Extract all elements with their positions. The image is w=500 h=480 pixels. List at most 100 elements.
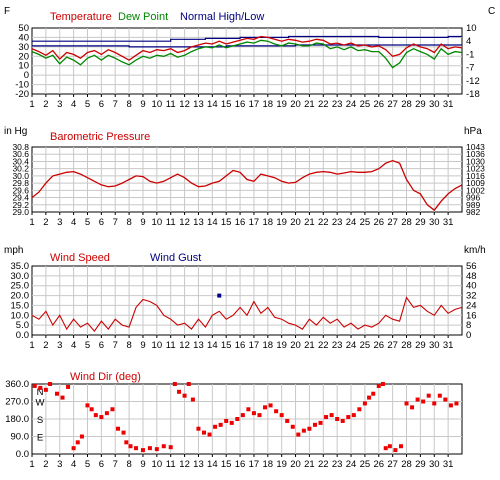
x-tick-label: 3: [57, 99, 62, 110]
x-tick-label: 25: [360, 217, 371, 228]
x-tick-label: 16: [235, 99, 246, 110]
wind-dir-point: [89, 407, 94, 412]
wind-dir-point: [172, 382, 177, 386]
wind-dir-point: [335, 417, 340, 421]
y-tick-left: 90.0: [11, 432, 30, 443]
x-tick-label: 31: [443, 459, 454, 470]
wind-dir-point: [168, 445, 173, 450]
x-tick-label: 5: [85, 217, 90, 228]
legend-temperature: Temperature: [50, 11, 112, 23]
y-tick-right: -18: [466, 89, 480, 100]
y-tick-left: -20: [15, 89, 29, 100]
y-tick-right: -7: [466, 63, 474, 74]
wind-dir-point: [75, 440, 80, 445]
y-tick-left: 180.0: [5, 414, 29, 425]
wind-dir-point: [312, 422, 317, 427]
wind-dir-point: [66, 384, 71, 389]
x-tick-label: 5: [85, 459, 90, 470]
x-tick-label: 8: [126, 459, 131, 470]
compass-label: E: [37, 433, 43, 444]
y-tick-left: 29.0: [12, 207, 29, 217]
x-tick-label: 21: [304, 99, 315, 110]
wind-dir-point: [224, 418, 229, 423]
x-tick-label: 23: [332, 340, 343, 351]
wind-dir-point: [32, 383, 37, 388]
wind-dir-point: [43, 387, 48, 392]
x-tick-label: 26: [373, 99, 384, 110]
wind-dir-point: [398, 444, 403, 449]
x-tick-label: 23: [332, 459, 343, 470]
y-tick-right: 32: [466, 291, 477, 302]
y-tick-left: 29.8: [12, 178, 29, 188]
y-tick-left: 30.0: [11, 271, 30, 282]
x-tick-label: 2: [43, 340, 48, 351]
x-tick-label: 11: [166, 340, 176, 351]
wind-dir-point: [367, 395, 372, 400]
x-tick-label: 16: [235, 340, 246, 351]
wind-dir-point: [202, 430, 206, 435]
y-tick-left: 25.0: [11, 281, 30, 292]
x-tick-label: 24: [346, 459, 357, 470]
x-tick-label: 6: [99, 459, 104, 470]
x-tick-label: 14: [207, 99, 218, 110]
y-tick-left: 30: [18, 42, 29, 53]
y-tick-left: 10: [18, 61, 29, 72]
x-tick-label: 26: [373, 340, 384, 351]
y-tick-left: 0.0: [16, 449, 29, 460]
x-tick-label: 13: [193, 217, 204, 228]
series-temperature: [31, 35, 463, 61]
x-tick-label: 9: [140, 217, 145, 228]
x-tick-label: 15: [221, 99, 232, 110]
x-tick-label: 5: [85, 340, 90, 351]
x-tick-label: 8: [126, 340, 131, 351]
wind-dir-point: [134, 446, 139, 451]
x-tick-label: 15: [221, 217, 232, 228]
x-tick-label: 25: [360, 99, 371, 110]
wind-dir-point: [296, 432, 301, 437]
y-tick-left: -10: [15, 80, 29, 91]
x-tick-label: 29: [415, 340, 426, 351]
x-tick-label: 14: [207, 340, 218, 351]
p3-left-unit: mph: [4, 245, 23, 256]
x-tick-label: 30: [429, 99, 440, 110]
x-tick-label: 17: [249, 99, 260, 110]
wind-dir-point: [351, 413, 356, 418]
y-tick-left: 10.0: [11, 310, 30, 321]
wind-dir-point: [357, 407, 362, 412]
wind-dir-point: [79, 434, 84, 439]
x-tick-label: 31: [443, 99, 454, 110]
wind-dir-point: [404, 401, 409, 406]
wind-dir-point: [213, 424, 218, 429]
y-tick-right: 4: [466, 36, 471, 47]
x-tick-label: 6: [99, 340, 104, 351]
x-tick-label: 28: [401, 459, 412, 470]
x-tick-label: 24: [346, 99, 357, 110]
y-tick-right: 24: [466, 300, 477, 311]
x-tick-label: 13: [193, 459, 204, 470]
wind-dir-point: [383, 446, 388, 451]
x-tick-label: 18: [263, 459, 274, 470]
wind-dir-point: [274, 409, 279, 414]
wind-dir-point: [124, 440, 129, 445]
wind-dir-point: [387, 444, 392, 449]
x-tick-label: 12: [179, 99, 190, 110]
wind-dir-point: [54, 391, 59, 396]
y-tick-left: 0: [24, 70, 29, 81]
y-tick-right: 1036: [466, 149, 485, 159]
x-tick-label: 30: [429, 340, 440, 351]
wind-gust-point: [217, 293, 222, 298]
legend-wind-gust: Wind Gust: [150, 252, 201, 264]
x-tick-label: 19: [276, 459, 287, 470]
y-tick-right: 10: [466, 23, 477, 34]
x-tick-label: 12: [179, 459, 190, 470]
wind-dir-point: [376, 383, 381, 388]
x-tick-label: 19: [276, 217, 287, 228]
y-tick-right: 16: [466, 310, 477, 321]
wind-dir-point: [246, 407, 251, 412]
wind-dir-point: [318, 420, 323, 425]
wind-dir-point: [71, 446, 76, 451]
y-tick-right: -12: [466, 76, 480, 87]
y-tick-left: 20: [18, 51, 29, 62]
x-tick-label: 20: [290, 99, 301, 110]
x-tick-label: 8: [126, 217, 131, 228]
